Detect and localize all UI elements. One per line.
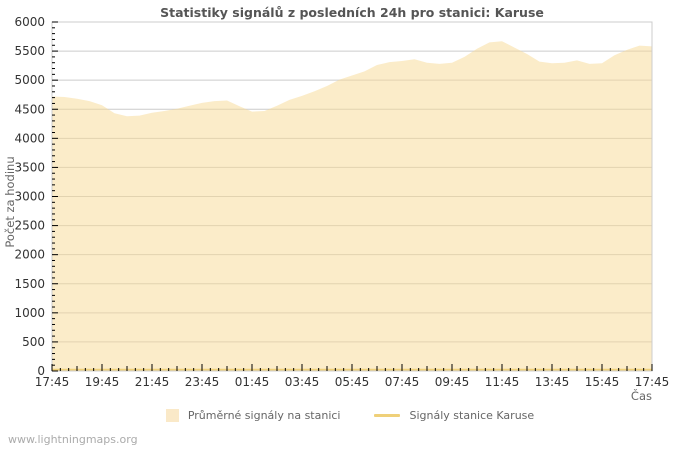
svg-text:2000: 2000 [14, 248, 45, 262]
legend-area-swatch-icon [165, 409, 179, 422]
legend-item-average: Průměrné signály na stanici [165, 409, 341, 422]
svg-text:5500: 5500 [14, 44, 45, 58]
legend: Průměrné signály na stanici Signály stan… [0, 409, 700, 422]
svg-text:4500: 4500 [14, 102, 45, 116]
svg-text:19:45: 19:45 [85, 375, 120, 389]
svg-text:15:45: 15:45 [585, 375, 620, 389]
svg-text:5000: 5000 [14, 73, 45, 87]
svg-text:4000: 4000 [14, 131, 45, 145]
svg-text:17:45: 17:45 [35, 375, 70, 389]
svg-text:01:45: 01:45 [235, 375, 270, 389]
svg-text:0: 0 [37, 364, 45, 378]
y-axis-tick-labels: 0 500 1000 1500 2000 2500 3000 3500 4000 4500 5000… [14, 15, 45, 378]
svg-text:23:45: 23:45 [185, 375, 220, 389]
legend-label-karuse: Signály stanice Karuse [409, 409, 535, 422]
svg-text:500: 500 [22, 335, 45, 349]
legend-line-swatch-icon [374, 414, 401, 417]
svg-text:3000: 3000 [14, 190, 45, 204]
svg-text:3500: 3500 [14, 160, 45, 174]
legend-label-average: Průměrné signály na stanici [187, 409, 341, 422]
svg-text:1500: 1500 [14, 277, 45, 291]
watermark-link[interactable]: www.lightningmaps.org [8, 433, 138, 446]
svg-text:21:45: 21:45 [135, 375, 170, 389]
x-axis-ticks [51, 364, 653, 371]
x-axis-tick-labels: 17:45 19:45 21:45 23:45 01:45 03:45 05:45 07:45… [35, 375, 670, 389]
svg-text:11:45: 11:45 [485, 375, 520, 389]
svg-text:03:45: 03:45 [285, 375, 320, 389]
average-signals-area [52, 41, 652, 371]
svg-text:05:45: 05:45 [335, 375, 370, 389]
chart-title: Statistiky signálů z posledních 24h pro … [160, 5, 544, 20]
svg-text:1000: 1000 [14, 306, 45, 320]
y-axis-ticks [52, 21, 58, 372]
legend-item-karuse: Signály stanice Karuse [374, 409, 534, 422]
svg-text:07:45: 07:45 [385, 375, 420, 389]
svg-text:6000: 6000 [14, 15, 45, 29]
y-axis-label: Počet za hodinu [3, 156, 17, 248]
svg-text:17:45: 17:45 [635, 375, 670, 389]
svg-text:09:45: 09:45 [435, 375, 470, 389]
svg-text:2500: 2500 [14, 219, 45, 233]
x-axis-label: Čas [630, 389, 652, 403]
svg-text:13:45: 13:45 [535, 375, 570, 389]
